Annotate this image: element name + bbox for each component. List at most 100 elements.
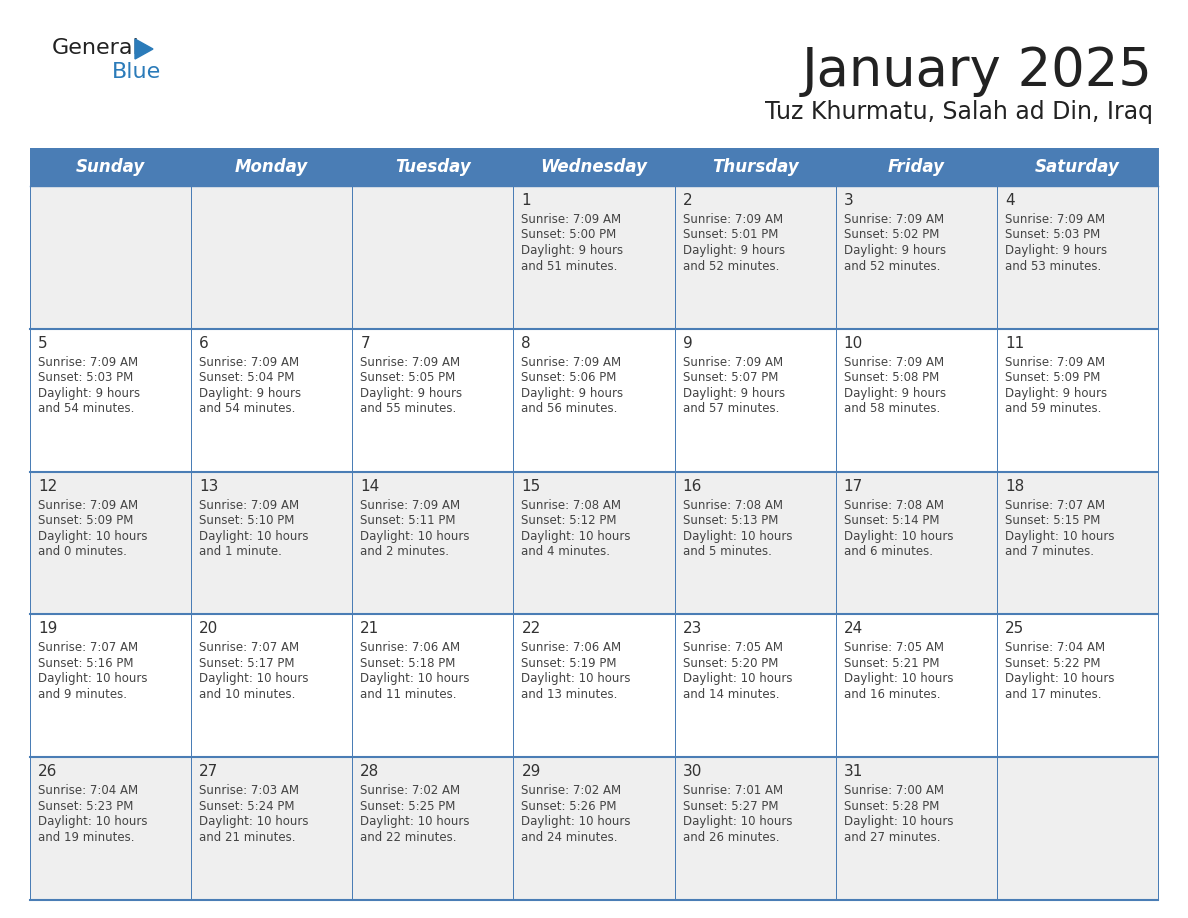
Text: and 5 minutes.: and 5 minutes. bbox=[683, 545, 771, 558]
Text: Sunrise: 7:09 AM: Sunrise: 7:09 AM bbox=[360, 356, 461, 369]
Text: Sunset: 5:26 PM: Sunset: 5:26 PM bbox=[522, 800, 617, 812]
Text: Sunrise: 7:04 AM: Sunrise: 7:04 AM bbox=[1005, 642, 1105, 655]
Text: Tuz Khurmatu, Salah ad Din, Iraq: Tuz Khurmatu, Salah ad Din, Iraq bbox=[765, 100, 1154, 124]
Text: 10: 10 bbox=[843, 336, 862, 351]
Text: 21: 21 bbox=[360, 621, 379, 636]
Bar bbox=[30, 757, 191, 900]
Bar bbox=[835, 329, 997, 472]
Text: and 1 minute.: and 1 minute. bbox=[200, 545, 282, 558]
Text: Sunrise: 7:09 AM: Sunrise: 7:09 AM bbox=[522, 356, 621, 369]
Text: Sunrise: 7:07 AM: Sunrise: 7:07 AM bbox=[200, 642, 299, 655]
Text: Sunrise: 7:09 AM: Sunrise: 7:09 AM bbox=[522, 213, 621, 226]
Text: Sunrise: 7:08 AM: Sunrise: 7:08 AM bbox=[522, 498, 621, 511]
Text: Daylight: 9 hours: Daylight: 9 hours bbox=[522, 386, 624, 400]
Text: January 2025: January 2025 bbox=[802, 45, 1154, 97]
Text: 9: 9 bbox=[683, 336, 693, 351]
Text: and 7 minutes.: and 7 minutes. bbox=[1005, 545, 1094, 558]
Text: 4: 4 bbox=[1005, 193, 1015, 208]
Text: 12: 12 bbox=[38, 478, 57, 494]
Text: Daylight: 10 hours: Daylight: 10 hours bbox=[200, 815, 309, 828]
Bar bbox=[675, 614, 835, 757]
Text: and 6 minutes.: and 6 minutes. bbox=[843, 545, 933, 558]
Text: Daylight: 10 hours: Daylight: 10 hours bbox=[522, 672, 631, 686]
Text: Sunrise: 7:06 AM: Sunrise: 7:06 AM bbox=[360, 642, 461, 655]
Text: Daylight: 10 hours: Daylight: 10 hours bbox=[200, 530, 309, 543]
Text: Sunset: 5:05 PM: Sunset: 5:05 PM bbox=[360, 371, 455, 385]
Text: Sunrise: 7:09 AM: Sunrise: 7:09 AM bbox=[200, 356, 299, 369]
Text: and 22 minutes.: and 22 minutes. bbox=[360, 831, 456, 844]
Text: Sunset: 5:22 PM: Sunset: 5:22 PM bbox=[1005, 657, 1100, 670]
Bar bbox=[997, 329, 1158, 472]
Bar bbox=[30, 148, 1158, 186]
Text: and 55 minutes.: and 55 minutes. bbox=[360, 402, 456, 415]
Text: 26: 26 bbox=[38, 764, 57, 779]
Bar bbox=[191, 186, 353, 329]
Text: and 4 minutes.: and 4 minutes. bbox=[522, 545, 611, 558]
Text: Sunrise: 7:05 AM: Sunrise: 7:05 AM bbox=[843, 642, 943, 655]
Text: 6: 6 bbox=[200, 336, 209, 351]
Bar bbox=[191, 757, 353, 900]
Text: Sunset: 5:00 PM: Sunset: 5:00 PM bbox=[522, 229, 617, 241]
Text: Daylight: 10 hours: Daylight: 10 hours bbox=[38, 530, 147, 543]
Text: Sunrise: 7:03 AM: Sunrise: 7:03 AM bbox=[200, 784, 299, 797]
Text: 23: 23 bbox=[683, 621, 702, 636]
Bar bbox=[513, 329, 675, 472]
Bar bbox=[30, 186, 191, 329]
Text: and 21 minutes.: and 21 minutes. bbox=[200, 831, 296, 844]
Text: Daylight: 10 hours: Daylight: 10 hours bbox=[360, 815, 469, 828]
Text: Sunset: 5:09 PM: Sunset: 5:09 PM bbox=[1005, 371, 1100, 385]
Bar bbox=[353, 186, 513, 329]
Text: Sunset: 5:03 PM: Sunset: 5:03 PM bbox=[1005, 229, 1100, 241]
Bar bbox=[513, 186, 675, 329]
Text: 8: 8 bbox=[522, 336, 531, 351]
Bar bbox=[353, 614, 513, 757]
Bar bbox=[513, 472, 675, 614]
Text: Sunrise: 7:04 AM: Sunrise: 7:04 AM bbox=[38, 784, 138, 797]
Text: Wednesday: Wednesday bbox=[541, 158, 647, 176]
Text: Daylight: 9 hours: Daylight: 9 hours bbox=[683, 244, 785, 257]
Polygon shape bbox=[135, 39, 153, 59]
Text: Sunrise: 7:09 AM: Sunrise: 7:09 AM bbox=[38, 498, 138, 511]
Text: and 51 minutes.: and 51 minutes. bbox=[522, 260, 618, 273]
Text: Tuesday: Tuesday bbox=[394, 158, 470, 176]
Text: and 2 minutes.: and 2 minutes. bbox=[360, 545, 449, 558]
Text: Sunset: 5:18 PM: Sunset: 5:18 PM bbox=[360, 657, 456, 670]
Bar bbox=[30, 329, 191, 472]
Text: 5: 5 bbox=[38, 336, 48, 351]
Text: Saturday: Saturday bbox=[1035, 158, 1120, 176]
Bar bbox=[353, 757, 513, 900]
Text: Sunrise: 7:09 AM: Sunrise: 7:09 AM bbox=[1005, 356, 1105, 369]
Text: Sunrise: 7:02 AM: Sunrise: 7:02 AM bbox=[360, 784, 461, 797]
Text: and 24 minutes.: and 24 minutes. bbox=[522, 831, 618, 844]
Text: and 53 minutes.: and 53 minutes. bbox=[1005, 260, 1101, 273]
Bar bbox=[675, 472, 835, 614]
Text: Sunset: 5:28 PM: Sunset: 5:28 PM bbox=[843, 800, 939, 812]
Bar bbox=[30, 472, 191, 614]
Text: Sunset: 5:23 PM: Sunset: 5:23 PM bbox=[38, 800, 133, 812]
Text: Sunset: 5:09 PM: Sunset: 5:09 PM bbox=[38, 514, 133, 527]
Text: 3: 3 bbox=[843, 193, 853, 208]
Bar bbox=[997, 186, 1158, 329]
Text: 22: 22 bbox=[522, 621, 541, 636]
Bar bbox=[675, 329, 835, 472]
Text: and 17 minutes.: and 17 minutes. bbox=[1005, 688, 1101, 701]
Text: Sunset: 5:12 PM: Sunset: 5:12 PM bbox=[522, 514, 617, 527]
Text: Sunset: 5:27 PM: Sunset: 5:27 PM bbox=[683, 800, 778, 812]
Text: Daylight: 9 hours: Daylight: 9 hours bbox=[1005, 244, 1107, 257]
Text: Daylight: 10 hours: Daylight: 10 hours bbox=[683, 672, 792, 686]
Text: 1: 1 bbox=[522, 193, 531, 208]
Text: Thursday: Thursday bbox=[712, 158, 798, 176]
Text: 2: 2 bbox=[683, 193, 693, 208]
Text: Sunrise: 7:09 AM: Sunrise: 7:09 AM bbox=[843, 213, 943, 226]
Bar bbox=[835, 614, 997, 757]
Bar bbox=[835, 186, 997, 329]
Bar bbox=[997, 614, 1158, 757]
Text: Sunrise: 7:09 AM: Sunrise: 7:09 AM bbox=[683, 213, 783, 226]
Text: Sunset: 5:14 PM: Sunset: 5:14 PM bbox=[843, 514, 940, 527]
Text: Daylight: 10 hours: Daylight: 10 hours bbox=[522, 815, 631, 828]
Text: and 0 minutes.: and 0 minutes. bbox=[38, 545, 127, 558]
Text: and 19 minutes.: and 19 minutes. bbox=[38, 831, 134, 844]
Text: Daylight: 9 hours: Daylight: 9 hours bbox=[843, 244, 946, 257]
Text: Monday: Monday bbox=[235, 158, 309, 176]
Text: and 58 minutes.: and 58 minutes. bbox=[843, 402, 940, 415]
